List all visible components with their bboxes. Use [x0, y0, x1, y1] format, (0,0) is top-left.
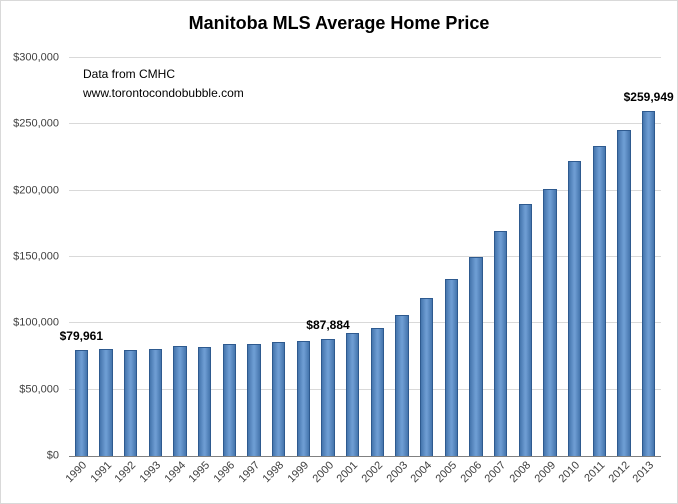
bar-2010 [567, 161, 582, 456]
gridline [69, 322, 661, 324]
x-tick-label: 1999 [285, 459, 312, 486]
bar-2004 [419, 298, 434, 456]
bar-2009 [543, 188, 557, 456]
gridline [69, 388, 661, 390]
x-tick-label: 2008 [507, 459, 534, 486]
x-tick-label: 2013 [630, 459, 657, 486]
x-tick-label: 2001 [334, 459, 361, 486]
bar-2003 [395, 314, 409, 456]
x-tick-label: 2002 [359, 459, 386, 486]
y-tick-label: $100,000 [13, 316, 59, 329]
bar-2012 [617, 129, 631, 456]
gridline [69, 189, 661, 191]
bar-1993 [148, 348, 163, 456]
y-tick-label: $250,000 [13, 117, 59, 130]
bar-2001 [345, 332, 360, 456]
x-tick-label: 2006 [457, 459, 484, 486]
x-tick-label: 2010 [556, 459, 583, 486]
bar-2007 [493, 231, 508, 456]
bar-2000 [321, 339, 335, 456]
bar-2011 [592, 145, 607, 456]
bar-1994 [173, 346, 187, 456]
x-tick-label: 1994 [161, 459, 188, 486]
x-tick-label: 2000 [309, 459, 336, 486]
y-tick-label: $150,000 [13, 250, 59, 263]
x-tick-label: 2012 [605, 459, 632, 486]
x-tick-label: 2005 [433, 459, 460, 486]
bar-2005 [444, 278, 459, 456]
bar-value-label: $79,961 [59, 328, 104, 343]
source-note: Data from CMHC www.torontocondobubble.co… [83, 65, 244, 103]
bar-1999 [296, 341, 311, 456]
bar-2013 [641, 111, 656, 456]
x-tick-label: 2003 [383, 459, 410, 486]
y-tick-label: $300,000 [13, 51, 59, 64]
x-tick-label: 1991 [87, 459, 114, 486]
x-axis: 1990 1991 1992 1993 1994 1995 1996 1997 1998 1999… [63, 457, 661, 503]
bar-2006 [469, 257, 483, 456]
bar-1998 [271, 341, 286, 456]
x-tick-label: 1996 [211, 459, 238, 486]
x-tick-label: 2007 [482, 459, 509, 486]
x-tick-label: 1997 [235, 459, 262, 486]
bar-2008 [518, 203, 533, 456]
plot-area: $79,961 $87,884 $259,949 [60, 57, 674, 457]
source-note-line1: Data from CMHC [83, 67, 176, 81]
bar-1992 [123, 349, 138, 456]
x-tick-label: 1990 [63, 459, 90, 486]
y-tick-label: $50,000 [19, 383, 59, 396]
x-tick-label: 2009 [531, 459, 558, 486]
bar-1995 [197, 347, 212, 456]
chart-title: Manitoba MLS Average Home Price [188, 13, 490, 33]
source-note-line2: www.torontocondobubble.com [83, 86, 244, 100]
bar-value-label: $87,884 [306, 318, 350, 333]
x-tick-label: 1993 [137, 459, 164, 486]
x-tick-label: 1998 [260, 459, 287, 486]
bar-1991 [99, 349, 113, 456]
bar-1996 [222, 343, 237, 456]
bar-2002 [370, 328, 385, 456]
bar-1997 [247, 343, 261, 456]
y-axis: $0 $50,000 $100,000 $150,000 $200,000 $250,00… [1, 52, 63, 461]
gridline [69, 57, 661, 58]
gridline [69, 256, 661, 257]
y-tick-label: $0 [46, 449, 59, 462]
bar-1990 [74, 349, 89, 456]
x-tick-label: 2011 [581, 459, 608, 485]
gridline [69, 123, 661, 125]
x-tick-label: 1992 [112, 459, 139, 486]
x-tick-label: 2004 [408, 459, 435, 486]
y-tick-label: $200,000 [13, 184, 59, 197]
bar-value-label: $259,949 [623, 90, 674, 105]
x-tick-label: 1995 [186, 459, 213, 486]
